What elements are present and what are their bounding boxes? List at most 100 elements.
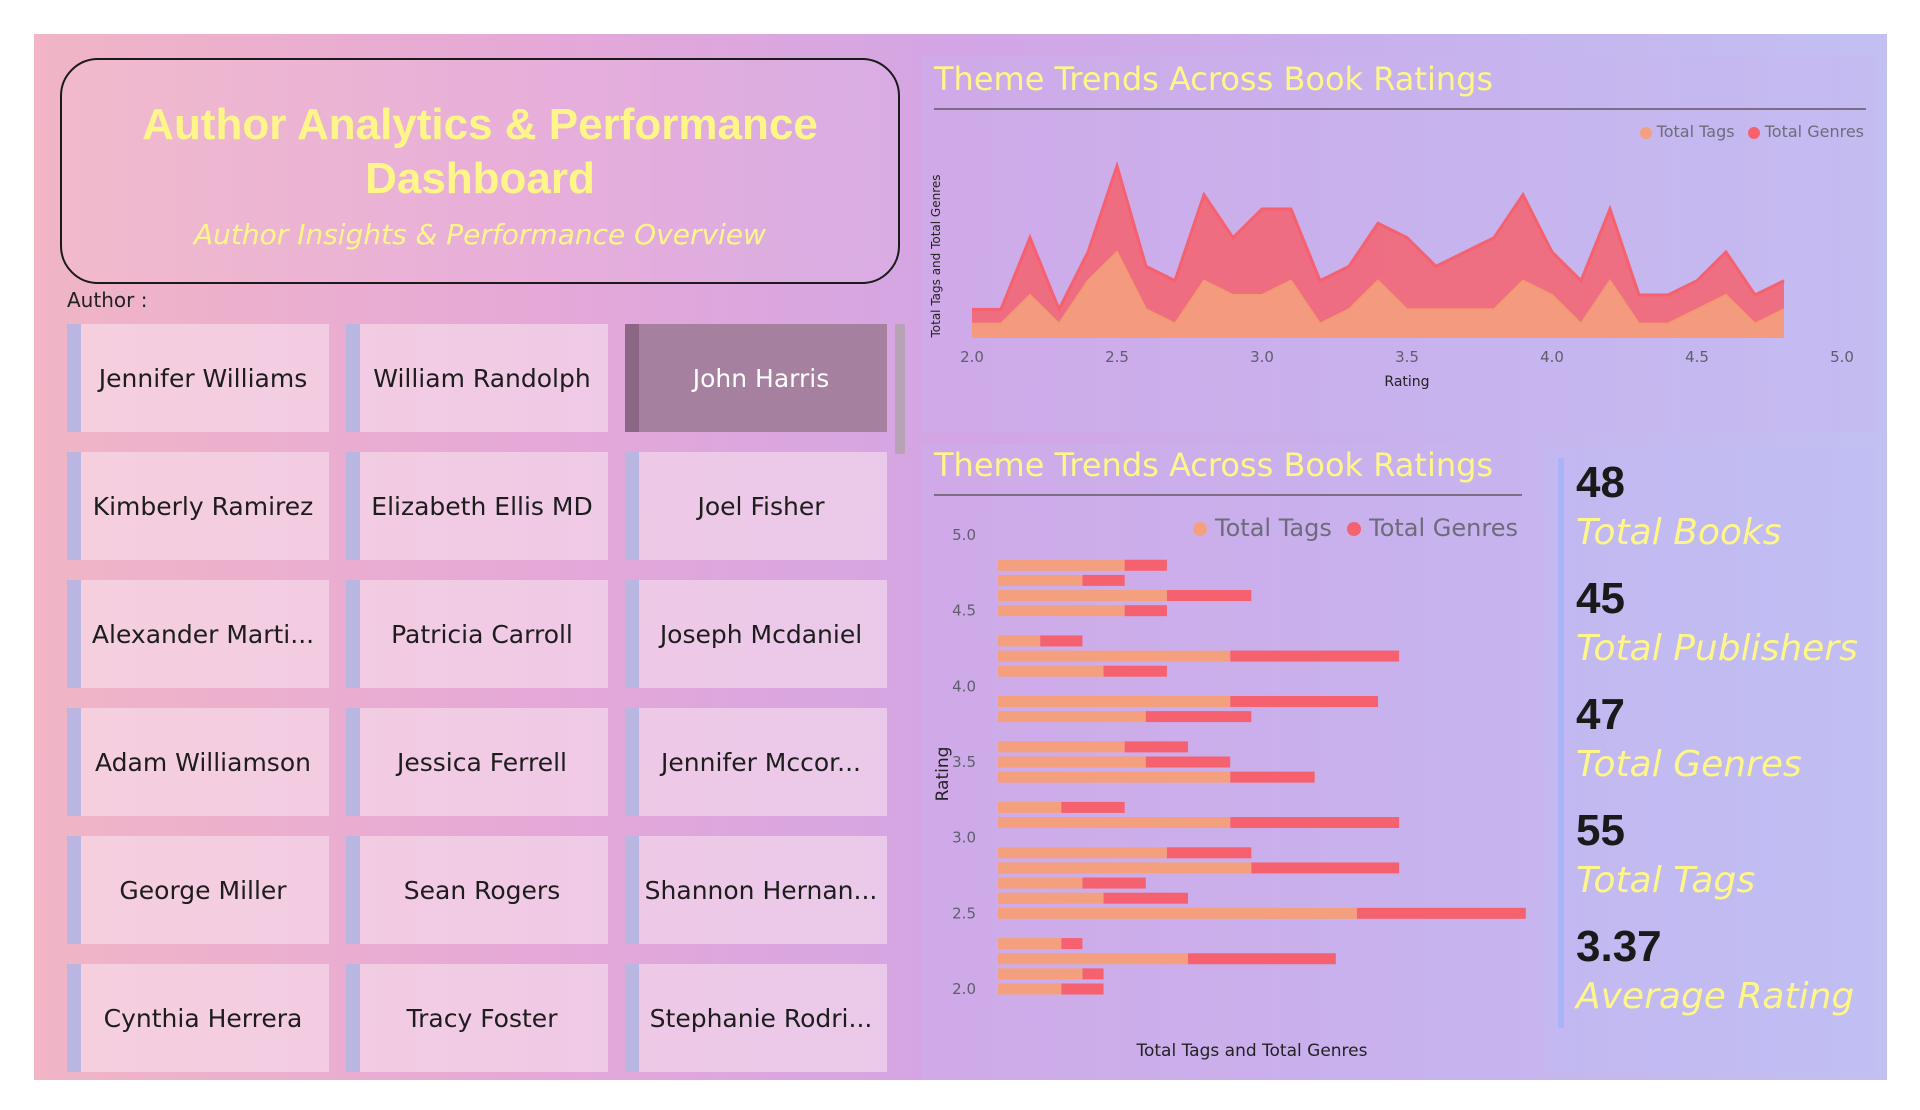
bar-total-tags [998,862,1252,874]
author-tile-label: Elizabeth Ellis MD [371,491,593,521]
legend-label-tags: Total Tags [1656,122,1735,141]
author-tile[interactable]: Adam Williamson [67,708,329,816]
author-tile-accent [625,324,639,432]
kpi-value: 48 [1576,458,1625,507]
series-area-total-genres [972,166,1784,338]
y-tick-label: 2.5 [952,904,976,922]
author-slicer-label: Author : [67,288,148,312]
bar-chart-title: Theme Trends Across Book Ratings [934,446,1494,484]
bar-total-tags [998,847,1167,859]
author-tile[interactable]: Shannon Hernan... [625,836,887,944]
author-tile[interactable]: Stephanie Rodri... [625,964,887,1072]
area-chart-title-rule [934,108,1866,110]
author-tile-accent [625,452,639,560]
bar-total-genres [1082,574,1125,586]
author-tile-accent [625,580,639,688]
bar-total-tags [998,771,1231,783]
kpi-value: 47 [1576,690,1625,739]
author-tile-accent [67,324,81,432]
bar-total-genres [1040,635,1083,647]
bar-total-genres [1145,756,1231,768]
author-tile[interactable]: Alexander Marti... [67,580,329,688]
author-slicer: Jennifer Williams William Randolph John Ha… [67,324,887,1080]
area-chart: 2.0 2.5 3.0 3.5 4.0 4.5 5.0 Rating Total Tags an… [929,160,1854,390]
bar-total-genres [1188,953,1336,965]
bar-total-tags [998,756,1146,768]
bar-total-genres [1251,862,1400,874]
author-tile[interactable]: William Randolph [346,324,608,432]
bar-total-genres [1166,847,1252,859]
bar-total-genres [1124,559,1167,571]
bar-total-genres [1082,877,1146,889]
kpi-label: Total Publishers [1576,628,1858,669]
bar-total-tags [998,817,1231,829]
author-tile-accent [625,836,639,944]
kpi-panel: 48 Total Books 45 Total Publishers 47 Total G… [1546,448,1876,1074]
bar-total-genres [1124,741,1189,753]
y-axis-title: Rating [933,747,953,802]
bar-total-tags [998,665,1104,677]
author-tile-accent [346,452,360,560]
bar-total-tags [998,559,1125,571]
bar-total-tags [998,635,1041,647]
author-tile[interactable]: Joel Fisher [625,452,887,560]
bar-total-tags [998,953,1189,965]
author-tile[interactable]: Kimberly Ramirez [67,452,329,560]
x-tick-label: 4.0 [1540,348,1564,366]
author-tile-label: Shannon Hernan... [644,875,878,905]
bar-total-tags [998,968,1083,980]
slicer-scrollbar[interactable] [895,324,905,454]
author-tile-label: Jessica Ferrell [397,747,567,777]
author-tile[interactable]: George Miller [67,836,329,944]
author-tile[interactable]: Elizabeth Ellis MD [346,452,608,560]
x-tick-label: 3.5 [1395,348,1419,366]
page-subtitle: Author Insights & Performance Overview [194,218,766,251]
author-tile-accent [346,964,360,1072]
legend-dot-tags [1193,522,1208,536]
bar-total-genres [1230,817,1400,829]
author-tile-label: Joseph Mcdaniel [659,619,863,649]
author-tile[interactable]: Jessica Ferrell [346,708,608,816]
area-chart-legend: Total Tags Total Genres [1639,122,1864,141]
bar-chart-panel: Theme Trends Across Book Ratings Total T… [922,444,1534,1080]
page-title: Author Analytics & Performance Dashboard [142,100,818,203]
author-tile-label: Alexander Marti... [91,619,315,649]
kpi-label: Total Genres [1576,744,1802,785]
author-tile[interactable]: John Harris [625,324,887,432]
bar-total-genres [1230,695,1379,707]
author-tile[interactable]: Jennifer Williams [67,324,329,432]
kpi-label: Total Books [1576,512,1782,553]
author-tile-accent [346,708,360,816]
author-tile[interactable]: Cynthia Herrera [67,964,329,1072]
series-line-total-tags [972,250,1785,326]
bar-total-genres [1103,892,1189,904]
author-tile-label: John Harris [692,363,830,393]
x-tick-label: 3.0 [1250,348,1274,366]
legend-label-tags: Total Tags [1215,514,1332,542]
author-tile[interactable]: Sean Rogers [346,836,608,944]
author-tile[interactable]: Jennifer Mccor... [625,708,887,816]
series-line-total-genres [972,160,1785,313]
bar-total-tags [998,877,1083,889]
author-tile-accent [346,324,360,432]
area-chart-title: Theme Trends Across Book Ratings [934,60,1494,98]
bar-total-genres [1124,605,1167,617]
bar-chart-title-rule [934,494,1522,496]
author-tile[interactable]: Joseph Mcdaniel [625,580,887,688]
x-axis-title: Total Tags and Total Genres [1136,1041,1368,1061]
author-tile-label: Jennifer Williams [98,363,308,393]
author-tile-accent [67,964,81,1072]
bar-total-genres [1061,938,1083,950]
bar-total-tags [998,590,1167,602]
bar-total-genres [1061,801,1125,813]
author-tile[interactable]: Tracy Foster [346,964,608,1072]
bar-total-genres [1166,590,1252,602]
author-tile-accent [346,580,360,688]
author-tile-accent [67,580,81,688]
author-tile-label: Jennifer Mccor... [661,747,861,777]
author-tile[interactable]: Patricia Carroll [346,580,608,688]
bar-total-genres [1230,650,1400,662]
author-tile-label: Stephanie Rodri... [649,1003,873,1033]
author-tile-accent [625,708,639,816]
author-tile-label: Sean Rogers [403,875,561,905]
